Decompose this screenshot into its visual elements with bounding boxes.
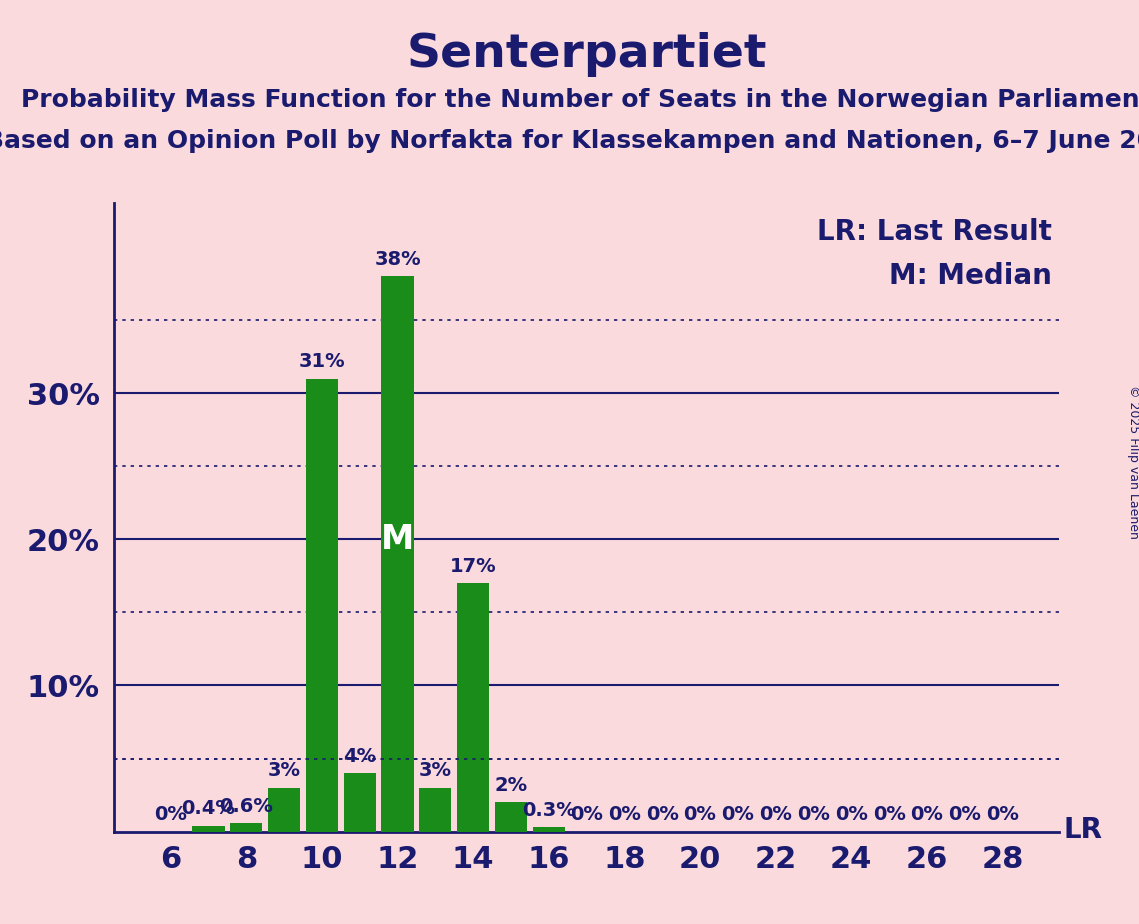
Text: 0%: 0%: [797, 806, 830, 824]
Bar: [533, 827, 565, 832]
Text: Senterpartiet: Senterpartiet: [407, 32, 767, 78]
Text: M: M: [380, 523, 415, 556]
Text: 17%: 17%: [450, 557, 497, 576]
Bar: [457, 583, 490, 832]
Text: 2%: 2%: [494, 776, 527, 795]
Text: Based on an Opinion Poll by Norfakta for Klassekampen and Nationen, 6–7 June 202: Based on an Opinion Poll by Norfakta for…: [0, 129, 1139, 153]
Bar: [305, 379, 338, 832]
Bar: [382, 276, 413, 832]
Text: 3%: 3%: [268, 761, 301, 781]
Bar: [268, 788, 301, 832]
Text: 0%: 0%: [910, 806, 943, 824]
Text: LR: Last Result: LR: Last Result: [817, 218, 1051, 246]
Text: 0%: 0%: [154, 806, 187, 824]
Text: 4%: 4%: [343, 747, 376, 766]
Text: 0%: 0%: [608, 806, 641, 824]
Bar: [230, 823, 262, 832]
Text: 0%: 0%: [949, 806, 981, 824]
Text: © 2025 Filip van Laenen: © 2025 Filip van Laenen: [1126, 385, 1139, 539]
Text: Probability Mass Function for the Number of Seats in the Norwegian Parliament: Probability Mass Function for the Number…: [22, 88, 1139, 112]
Text: 3%: 3%: [419, 761, 452, 781]
Text: 0.3%: 0.3%: [522, 801, 575, 820]
Text: 0%: 0%: [683, 806, 716, 824]
Text: 0.4%: 0.4%: [181, 799, 236, 819]
Text: 38%: 38%: [375, 250, 420, 269]
Text: 0%: 0%: [571, 806, 603, 824]
Bar: [192, 826, 224, 832]
Bar: [494, 802, 527, 832]
Text: 0.6%: 0.6%: [220, 796, 273, 816]
Text: 31%: 31%: [298, 352, 345, 371]
Bar: [344, 773, 376, 832]
Text: 0%: 0%: [835, 806, 868, 824]
Text: LR: LR: [1064, 816, 1103, 844]
Text: 0%: 0%: [760, 806, 792, 824]
Text: M: Median: M: Median: [888, 261, 1051, 290]
Text: 0%: 0%: [872, 806, 906, 824]
Bar: [419, 788, 451, 832]
Text: 0%: 0%: [986, 806, 1019, 824]
Text: 0%: 0%: [721, 806, 754, 824]
Text: 0%: 0%: [646, 806, 679, 824]
